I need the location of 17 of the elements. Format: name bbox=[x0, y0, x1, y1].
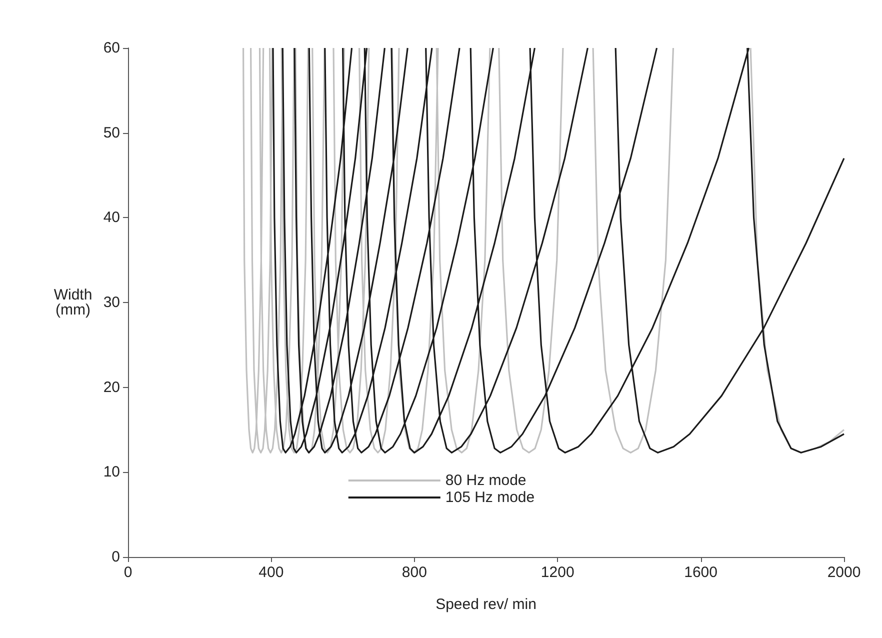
x-axis-title: Speed rev/ min bbox=[436, 596, 536, 613]
y-tick-label: 30 bbox=[103, 294, 120, 311]
x-tick-label: 2000 bbox=[827, 564, 861, 581]
x-tick-label: 800 bbox=[402, 564, 427, 581]
x-tick-label: 0 bbox=[124, 564, 132, 581]
y-axis-title: Width (mm) bbox=[54, 286, 92, 318]
x-tick-label: 1600 bbox=[684, 564, 718, 581]
y-tick-label: 60 bbox=[103, 40, 120, 56]
x-tick-label: 400 bbox=[258, 564, 284, 581]
x-tick-label: 1200 bbox=[540, 564, 574, 581]
y-tick-label: 20 bbox=[103, 378, 120, 396]
series-label: 80 Hz mode bbox=[445, 472, 526, 489]
text: 105 Hz mode bbox=[445, 489, 535, 506]
y-tick-label: 0 bbox=[112, 548, 120, 566]
y-tick-label: 50 bbox=[103, 124, 120, 142]
y-tick-label: 40 bbox=[103, 209, 120, 226]
y-tick-label: 10 bbox=[103, 464, 120, 481]
